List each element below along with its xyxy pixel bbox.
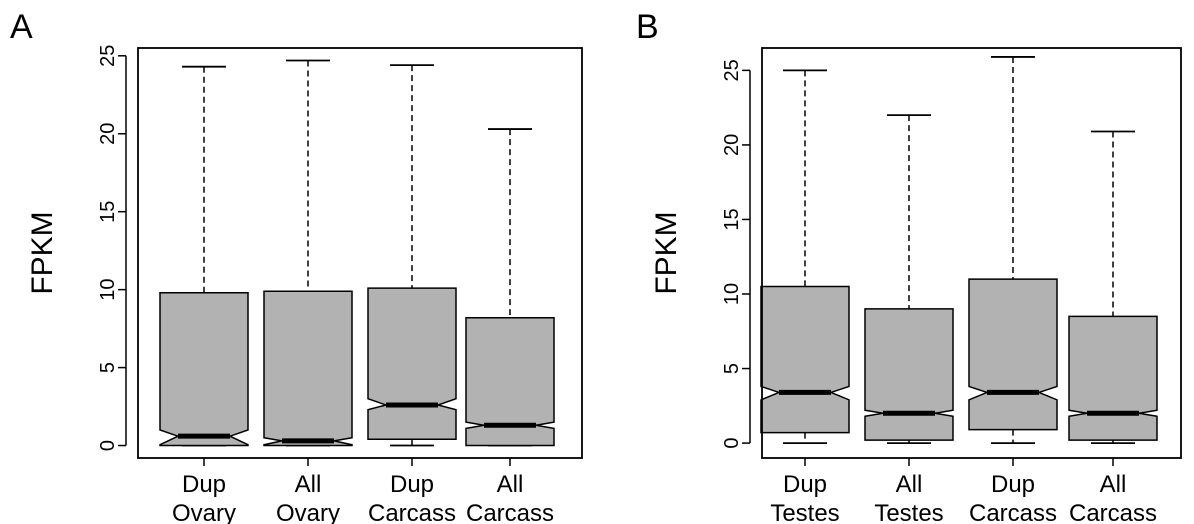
y-tick-label: 10 — [97, 279, 119, 301]
box-body — [367, 287, 457, 441]
y-tick-label: 10 — [721, 283, 743, 305]
box-3 — [968, 56, 1058, 444]
box-body — [864, 308, 954, 441]
y-tick-label: 20 — [97, 123, 119, 145]
x-tick-label: All — [497, 471, 524, 498]
y-tick-label: 25 — [97, 45, 119, 67]
box-body — [465, 316, 555, 447]
x-tick-label: Carcass — [969, 500, 1057, 524]
y-tick-label: 15 — [721, 208, 743, 230]
x-tick-label: All — [896, 471, 923, 498]
y-tick-label: 5 — [97, 362, 119, 373]
panel-letter: B — [636, 8, 659, 46]
box-4 — [1068, 130, 1158, 444]
x-tick-label: Dup — [991, 471, 1035, 498]
box-1 — [760, 69, 850, 444]
x-tick-label: Carcass — [466, 500, 554, 524]
box-body — [968, 278, 1058, 431]
x-tick-label: All — [1100, 471, 1127, 498]
x-tick-label: All — [295, 471, 322, 498]
box-2 — [263, 59, 353, 447]
y-tick-label: 20 — [721, 134, 743, 156]
panel-a: AFPKM0510152025DupOvaryAllOvaryDupCarcas… — [10, 8, 583, 524]
y-axis-label: FPKM — [26, 211, 59, 294]
y-tick-label: 0 — [97, 440, 119, 451]
panel-letter: A — [10, 8, 33, 46]
box-body — [159, 292, 249, 447]
box-3 — [367, 64, 457, 447]
box-2 — [864, 114, 954, 444]
y-tick-label: 5 — [721, 363, 743, 374]
y-tick-label: 25 — [721, 59, 743, 81]
x-tick-label: Carcass — [368, 500, 456, 524]
y-tick-label: 0 — [721, 438, 743, 449]
x-tick-label: Dup — [783, 471, 827, 498]
x-tick-label: Dup — [390, 471, 434, 498]
x-tick-label: Testes — [770, 500, 839, 524]
box-4 — [465, 128, 555, 447]
x-tick-label: Ovary — [172, 500, 236, 524]
box-body — [760, 285, 850, 434]
x-tick-label: Dup — [182, 471, 226, 498]
box-body — [1068, 315, 1158, 441]
panel-b: BFPKM0510152025DupTestesAllTestesDupCarc… — [636, 8, 1182, 524]
x-tick-label: Ovary — [276, 500, 340, 524]
plot-frame — [761, 47, 1182, 459]
x-tick-label: Carcass — [1069, 500, 1157, 524]
box-1 — [159, 65, 249, 447]
plot-frame — [137, 47, 583, 459]
x-tick-label: Testes — [874, 500, 943, 524]
y-tick-label: 15 — [97, 201, 119, 223]
box-body — [263, 290, 353, 447]
y-axis-label: FPKM — [650, 211, 683, 294]
